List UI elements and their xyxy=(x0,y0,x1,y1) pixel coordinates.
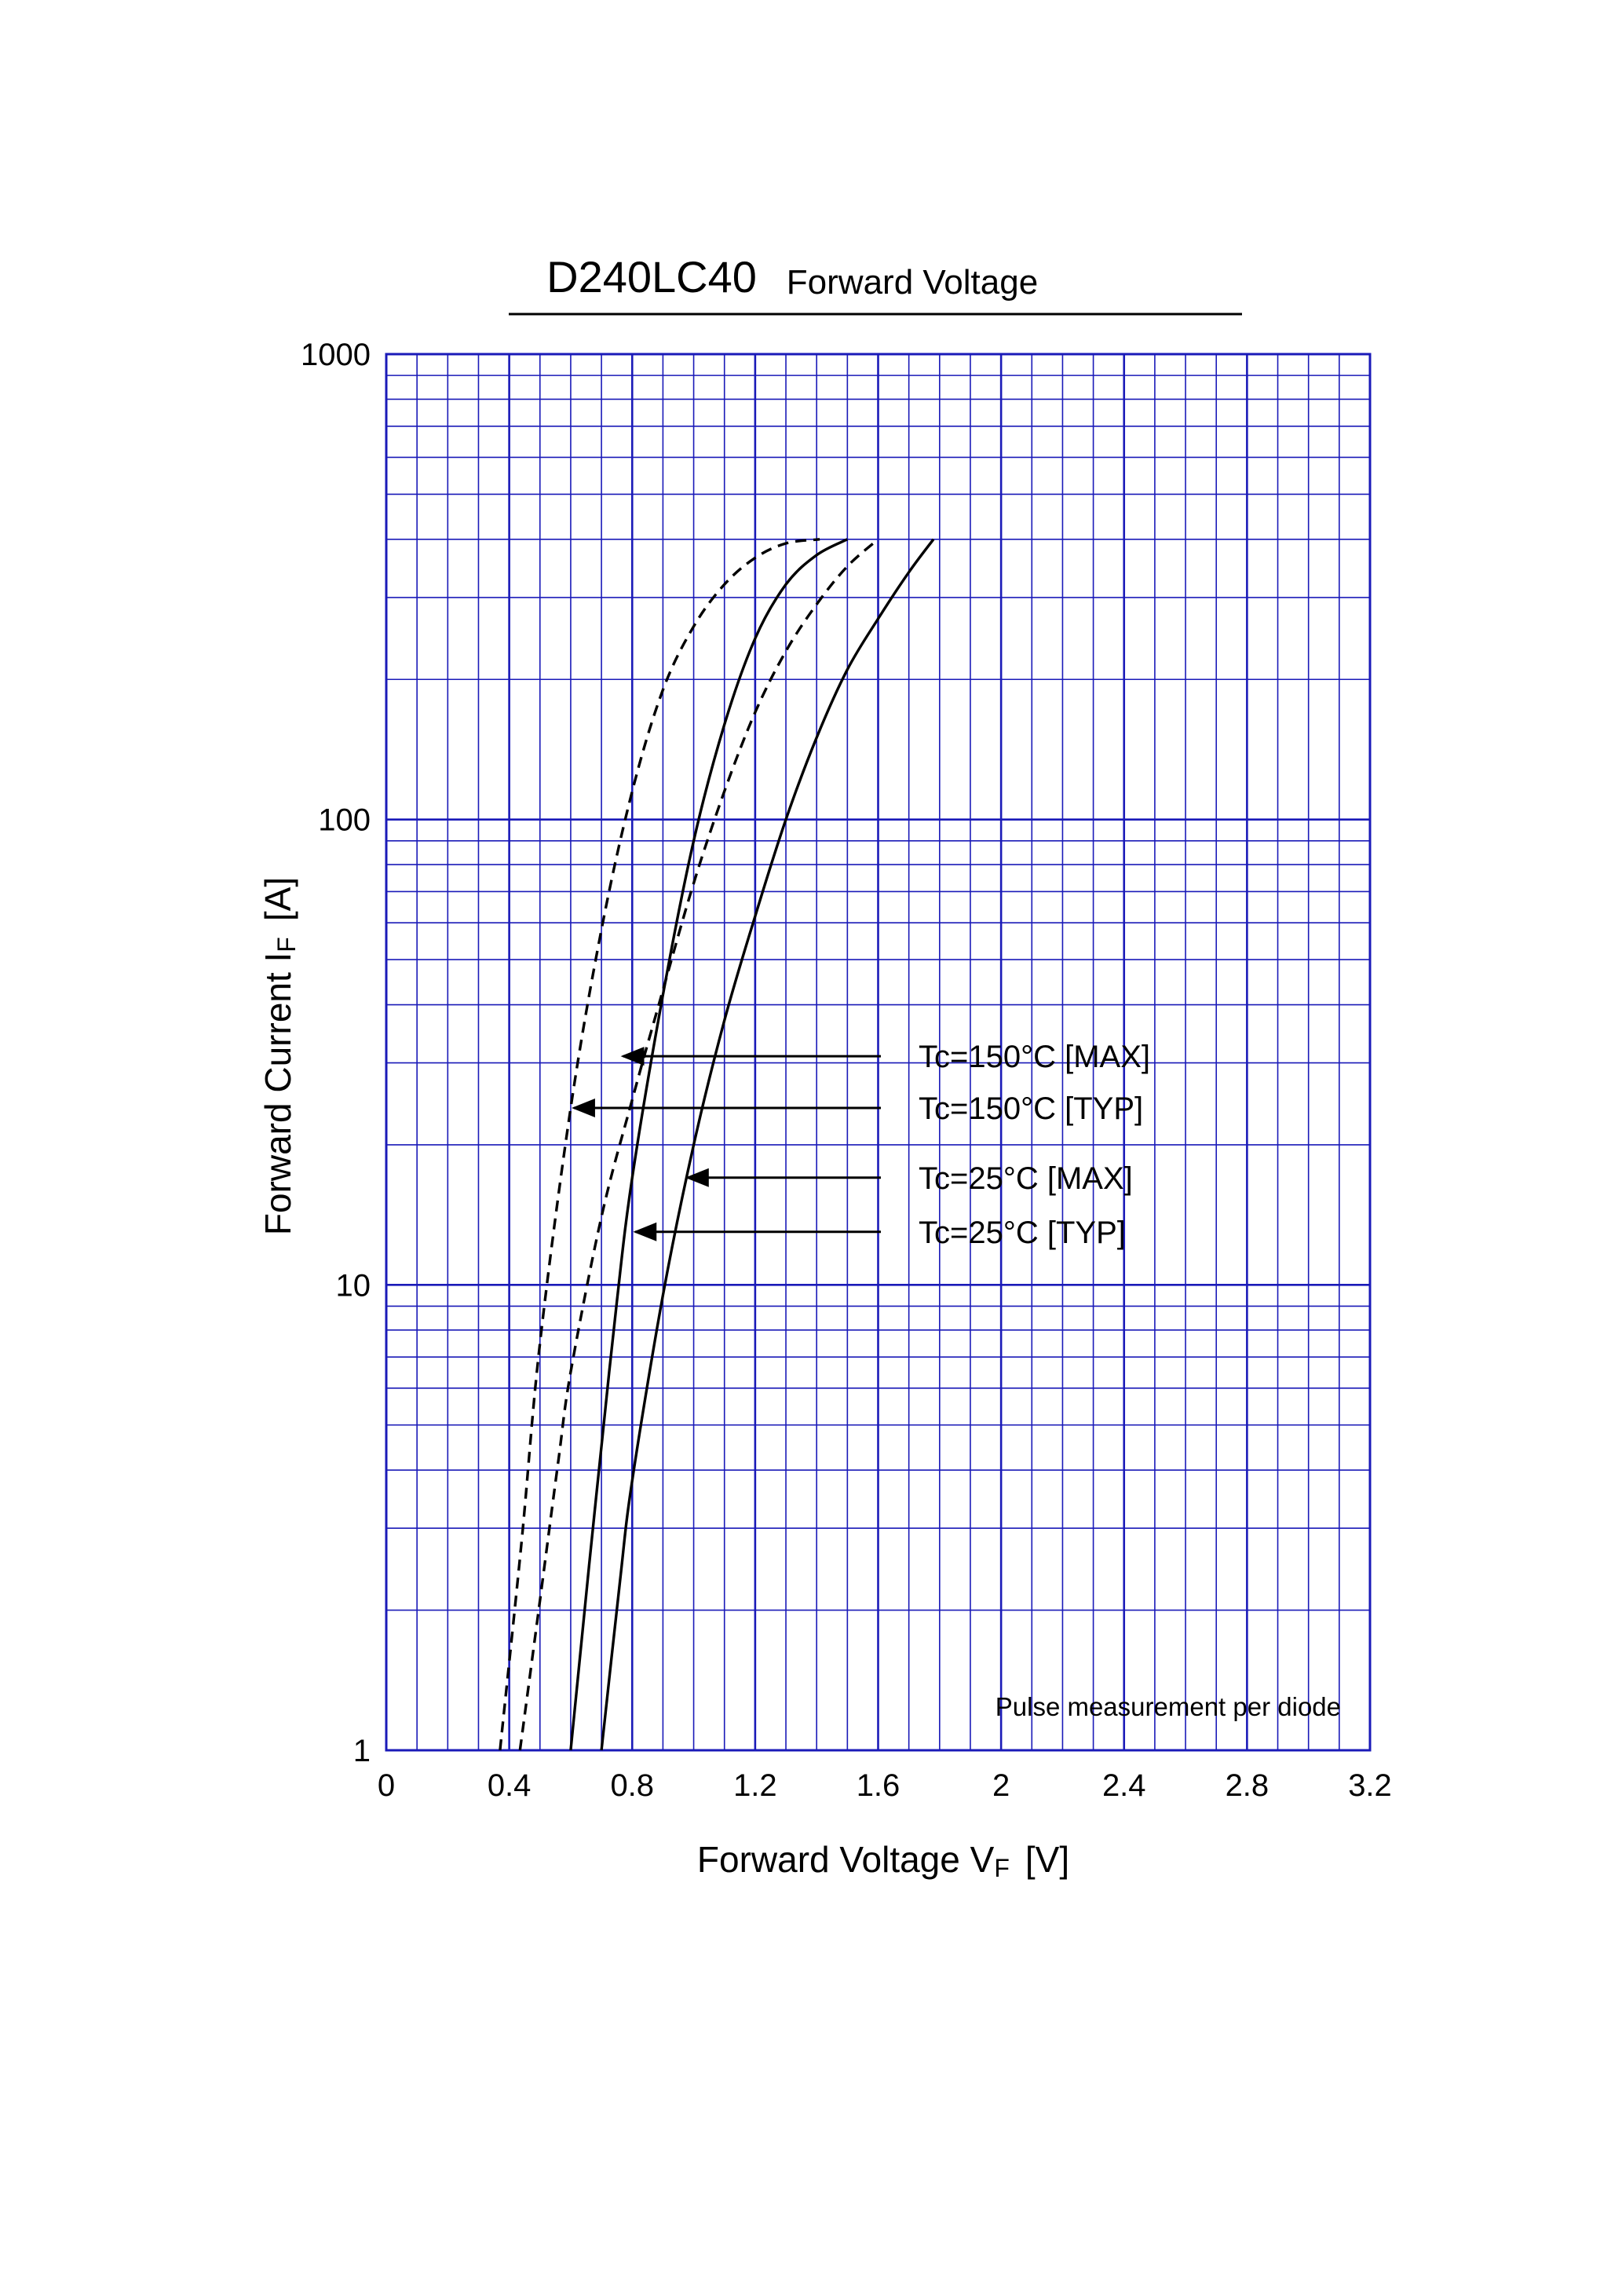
x-axis-label-main: Forward Voltage V xyxy=(697,1839,995,1880)
chart-subtitle: Forward Voltage xyxy=(787,263,1038,302)
x-tick-label: 1.6 xyxy=(857,1768,901,1803)
x-tick-label: 2 xyxy=(992,1768,1010,1803)
x-tick-label: 1.2 xyxy=(733,1768,777,1803)
annotations: Tc=150°C [MAX] Tc=150°C [TYP] Tc=25°C [MAX… xyxy=(571,1040,1150,1250)
y-tick-label: 100 xyxy=(318,803,371,838)
x-tick-label: 3.2 xyxy=(1348,1768,1392,1803)
series-line-0 xyxy=(518,538,879,1751)
series-line-2 xyxy=(600,538,935,1751)
y-tick-label: 10 xyxy=(336,1268,371,1303)
chart-title: D240LC40 xyxy=(546,252,757,302)
annotation-label: Tc=25°C [TYP] xyxy=(919,1216,1126,1250)
x-axis-label-unit: [V] xyxy=(1025,1839,1069,1880)
y-axis-label-unit: [A] xyxy=(258,877,298,921)
x-tick-label: 2.8 xyxy=(1226,1768,1269,1803)
curves xyxy=(499,538,935,1751)
y-axis-label-main: Forward Current I xyxy=(258,952,298,1235)
x-tick-label: 2.4 xyxy=(1102,1768,1146,1803)
y-tick-label: 1 xyxy=(353,1734,371,1768)
series-line-1 xyxy=(499,538,820,1751)
y-tick-label: 1000 xyxy=(301,338,371,372)
annotation-label: Tc=25°C [MAX] xyxy=(919,1161,1133,1196)
x-tick-label: 0.4 xyxy=(488,1768,532,1803)
tick-labels: 0 0.4 0.8 1.2 1.6 2 2.4 2.8 3.2 1 10 100 1000 xyxy=(301,338,1392,1803)
plot-frame xyxy=(385,353,1372,1752)
y-axis-label-sub: F xyxy=(272,937,301,952)
pulse-note: Pulse measurement per diode xyxy=(995,1692,1341,1721)
x-axis-label-sub: F xyxy=(994,1854,1010,1882)
series-line-3 xyxy=(569,538,849,1751)
x-tick-label: 0 xyxy=(378,1768,395,1803)
annotation-label: Tc=150°C [TYP] xyxy=(919,1091,1143,1126)
annotation-label: Tc=150°C [MAX] xyxy=(919,1040,1150,1074)
x-axis-label: Forward Voltage VF [V] xyxy=(697,1839,1069,1882)
grid xyxy=(385,353,1372,1752)
y-axis-label: Forward Current IF [A] xyxy=(258,877,301,1235)
x-tick-label: 0.8 xyxy=(610,1768,654,1803)
